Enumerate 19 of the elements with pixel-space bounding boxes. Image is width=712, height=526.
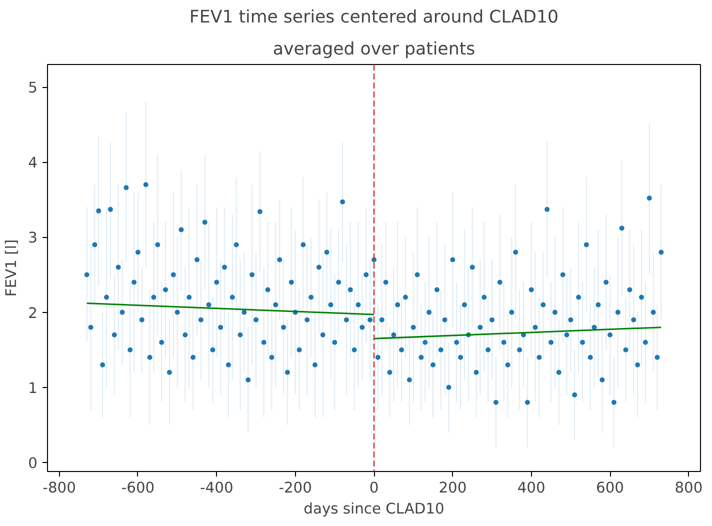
y-tick-label: 1 xyxy=(28,380,38,397)
y-tick-label: 0 xyxy=(28,454,38,472)
x-tick-label: 800 xyxy=(674,480,703,496)
x-tick-label: 400 xyxy=(517,480,546,496)
y-tick-label: 3 xyxy=(28,230,38,247)
x-tick-label: -600 xyxy=(121,480,155,496)
chart-subtitle: averaged over patients xyxy=(272,40,476,60)
x-axis-title: days since CLAD10 xyxy=(304,500,444,518)
x-tick-label: 200 xyxy=(438,480,467,496)
y-tick-label: 5 xyxy=(28,80,38,97)
x-tick-label: -200 xyxy=(278,480,312,496)
y-axis-title: FEV1 [l] xyxy=(3,239,20,297)
x-tick-label: -800 xyxy=(42,480,76,496)
x-tick-label: 0 xyxy=(369,480,379,496)
y-tick-label: 4 xyxy=(28,154,38,172)
x-tick-label: 600 xyxy=(596,480,624,496)
chart-title: FEV1 time series centered around CLAD10 xyxy=(189,8,559,28)
y-tick-label: 2 xyxy=(28,304,38,322)
x-tick-label: -400 xyxy=(200,480,234,496)
